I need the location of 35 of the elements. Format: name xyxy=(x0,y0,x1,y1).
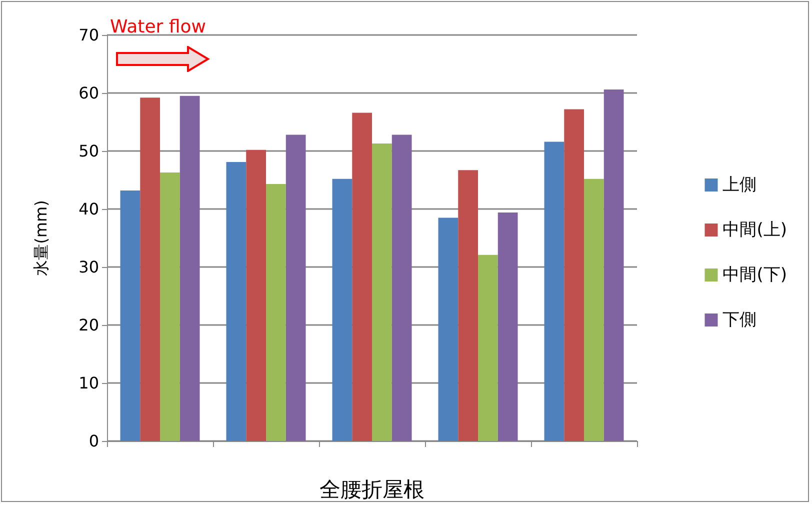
x-axis-title: 全腰折屋根 xyxy=(320,478,424,502)
y-tick-label: 0 xyxy=(88,432,99,450)
bar xyxy=(584,178,604,441)
y-tick-label: 10 xyxy=(78,374,99,392)
bar xyxy=(286,134,306,441)
bar xyxy=(498,212,518,441)
bar xyxy=(180,96,200,441)
y-tick-label: 20 xyxy=(78,316,99,334)
y-axis-title: 水量(mm) xyxy=(32,200,50,276)
bar xyxy=(226,162,246,441)
bar xyxy=(372,143,392,441)
y-tick-label: 30 xyxy=(78,258,99,276)
y-tick-label: 70 xyxy=(78,26,99,44)
legend-label: 上側 xyxy=(722,175,757,195)
y-tick-label: 40 xyxy=(78,200,99,218)
legend-label: 中間(上) xyxy=(722,220,787,240)
bar xyxy=(120,190,140,441)
annotation: Water flow xyxy=(110,16,206,38)
bar xyxy=(392,134,412,441)
bar xyxy=(140,98,160,441)
legend-label: 下側 xyxy=(722,310,757,330)
y-tick-label: 60 xyxy=(78,84,99,102)
bar xyxy=(604,90,624,441)
bar xyxy=(544,142,564,441)
bar xyxy=(160,172,180,441)
bar xyxy=(352,112,372,441)
bar xyxy=(564,109,584,441)
bar xyxy=(246,150,266,441)
bar xyxy=(438,218,458,441)
bar xyxy=(458,170,478,441)
y-tick-label: 50 xyxy=(78,142,99,160)
legend-label: 中間(下) xyxy=(722,265,787,285)
bar xyxy=(266,184,286,441)
bar xyxy=(332,178,352,441)
bar xyxy=(478,254,498,441)
